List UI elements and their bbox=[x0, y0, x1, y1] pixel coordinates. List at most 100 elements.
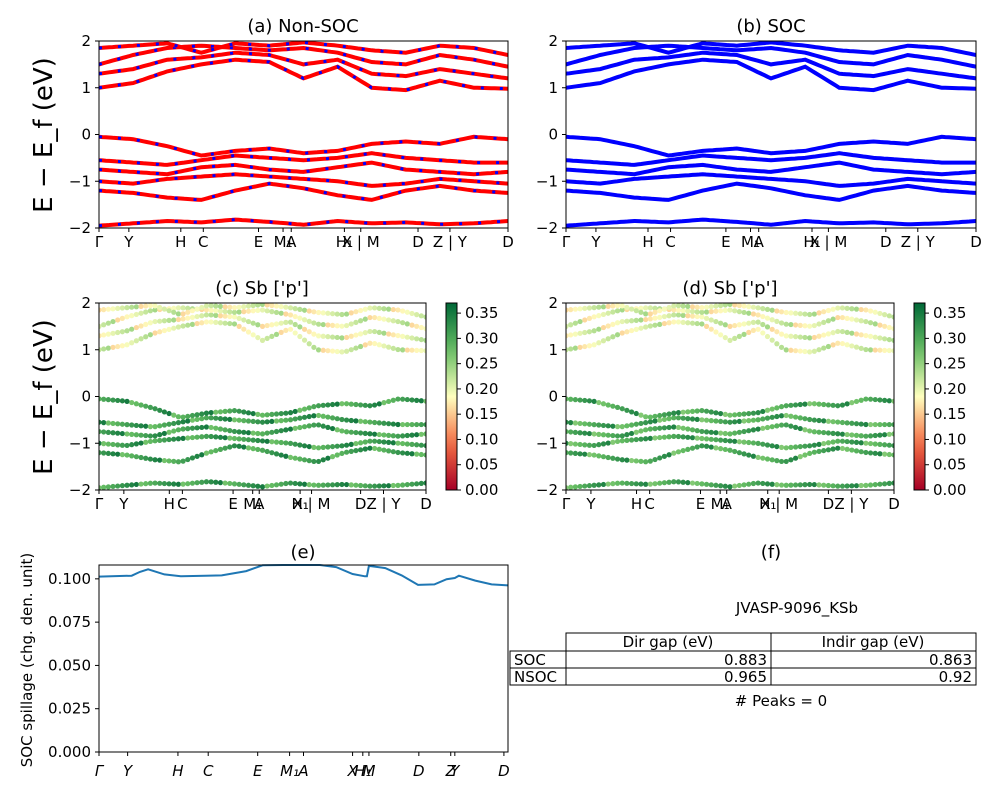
band-point bbox=[311, 344, 317, 350]
band-point bbox=[811, 311, 817, 317]
band-point bbox=[227, 435, 233, 441]
band-point bbox=[152, 480, 158, 486]
band-point bbox=[718, 303, 724, 309]
band-point bbox=[629, 480, 635, 487]
band-point bbox=[250, 410, 256, 417]
band-point bbox=[423, 337, 426, 343]
band-point bbox=[203, 433, 210, 439]
band-point bbox=[208, 424, 214, 431]
band-point bbox=[115, 397, 121, 404]
band-point bbox=[582, 305, 588, 312]
band-point bbox=[750, 453, 757, 459]
band-point bbox=[793, 455, 799, 461]
x-tick-label: D bbox=[880, 233, 892, 251]
table-header-indir: Indir gap (eV) bbox=[822, 633, 925, 651]
band-point bbox=[718, 437, 724, 443]
band-point bbox=[157, 304, 163, 311]
band-point bbox=[161, 480, 167, 487]
x-tick-label: C bbox=[644, 495, 654, 513]
band-point bbox=[353, 319, 359, 325]
band-point bbox=[629, 327, 635, 334]
band-point bbox=[633, 481, 639, 487]
band-point bbox=[647, 435, 653, 441]
band-point bbox=[306, 341, 312, 347]
band-point bbox=[844, 431, 850, 438]
band-point bbox=[680, 447, 686, 454]
band-point bbox=[619, 318, 625, 325]
band-point bbox=[582, 430, 588, 436]
band-point bbox=[797, 334, 803, 340]
band-point bbox=[671, 415, 677, 421]
band-point bbox=[671, 307, 677, 313]
x-tick-label: E bbox=[254, 233, 263, 251]
band-point bbox=[821, 345, 827, 351]
band-point bbox=[400, 421, 406, 428]
band-point bbox=[404, 481, 410, 488]
band-point bbox=[334, 416, 340, 422]
y-tick-label: −2 bbox=[536, 219, 558, 237]
band-point bbox=[821, 319, 827, 325]
band-point bbox=[236, 408, 242, 414]
y-tick-label: −2 bbox=[69, 219, 91, 237]
band-point bbox=[343, 348, 350, 354]
band-point bbox=[297, 333, 303, 340]
band-point bbox=[217, 426, 224, 432]
band-point bbox=[671, 410, 677, 416]
band-point bbox=[245, 482, 252, 488]
band-point bbox=[343, 449, 350, 455]
band-point bbox=[568, 346, 574, 352]
colorbar-tick-label: 0.00 bbox=[933, 481, 966, 499]
band-point bbox=[853, 331, 860, 337]
band-point bbox=[685, 426, 691, 432]
band-point bbox=[264, 412, 270, 418]
band-point bbox=[376, 431, 382, 438]
band-point bbox=[882, 323, 888, 329]
band-point bbox=[600, 324, 607, 331]
band-point bbox=[208, 312, 214, 318]
band-point bbox=[600, 304, 607, 310]
band-point bbox=[287, 426, 294, 432]
band-point bbox=[409, 397, 415, 403]
x-tick-label: D bbox=[413, 762, 425, 780]
band-point bbox=[572, 306, 578, 312]
band-point bbox=[610, 321, 616, 327]
band-point bbox=[227, 416, 233, 423]
y-tick-label: −2 bbox=[69, 481, 91, 499]
band-point bbox=[610, 455, 616, 461]
band-point bbox=[891, 314, 894, 320]
band-point bbox=[115, 343, 121, 350]
band-point bbox=[171, 317, 177, 323]
band-point bbox=[614, 438, 621, 445]
band-point bbox=[222, 416, 228, 422]
band-point bbox=[119, 421, 125, 427]
band-point bbox=[882, 432, 888, 438]
band-point bbox=[582, 451, 588, 457]
band-point bbox=[273, 321, 280, 327]
band-point bbox=[614, 404, 621, 410]
band-point bbox=[671, 424, 677, 430]
band-point bbox=[325, 334, 331, 340]
band-point bbox=[750, 427, 757, 433]
band-point bbox=[643, 420, 649, 426]
band-point bbox=[718, 332, 724, 338]
band-point bbox=[821, 332, 827, 338]
band-point bbox=[320, 333, 326, 339]
band-point bbox=[643, 414, 649, 420]
band-point bbox=[867, 440, 874, 447]
band-point bbox=[264, 303, 270, 308]
band-point bbox=[241, 304, 247, 310]
band-point bbox=[171, 436, 177, 442]
band-point bbox=[746, 452, 752, 458]
band-point bbox=[241, 444, 247, 450]
band-point bbox=[778, 444, 785, 450]
band-point bbox=[278, 481, 284, 487]
band-point bbox=[877, 347, 883, 353]
band-point bbox=[372, 314, 378, 321]
band-point bbox=[614, 332, 621, 338]
band-point bbox=[119, 483, 125, 489]
x-tick-label: D bbox=[502, 233, 514, 251]
band-point bbox=[638, 458, 644, 464]
band-point bbox=[161, 318, 167, 324]
